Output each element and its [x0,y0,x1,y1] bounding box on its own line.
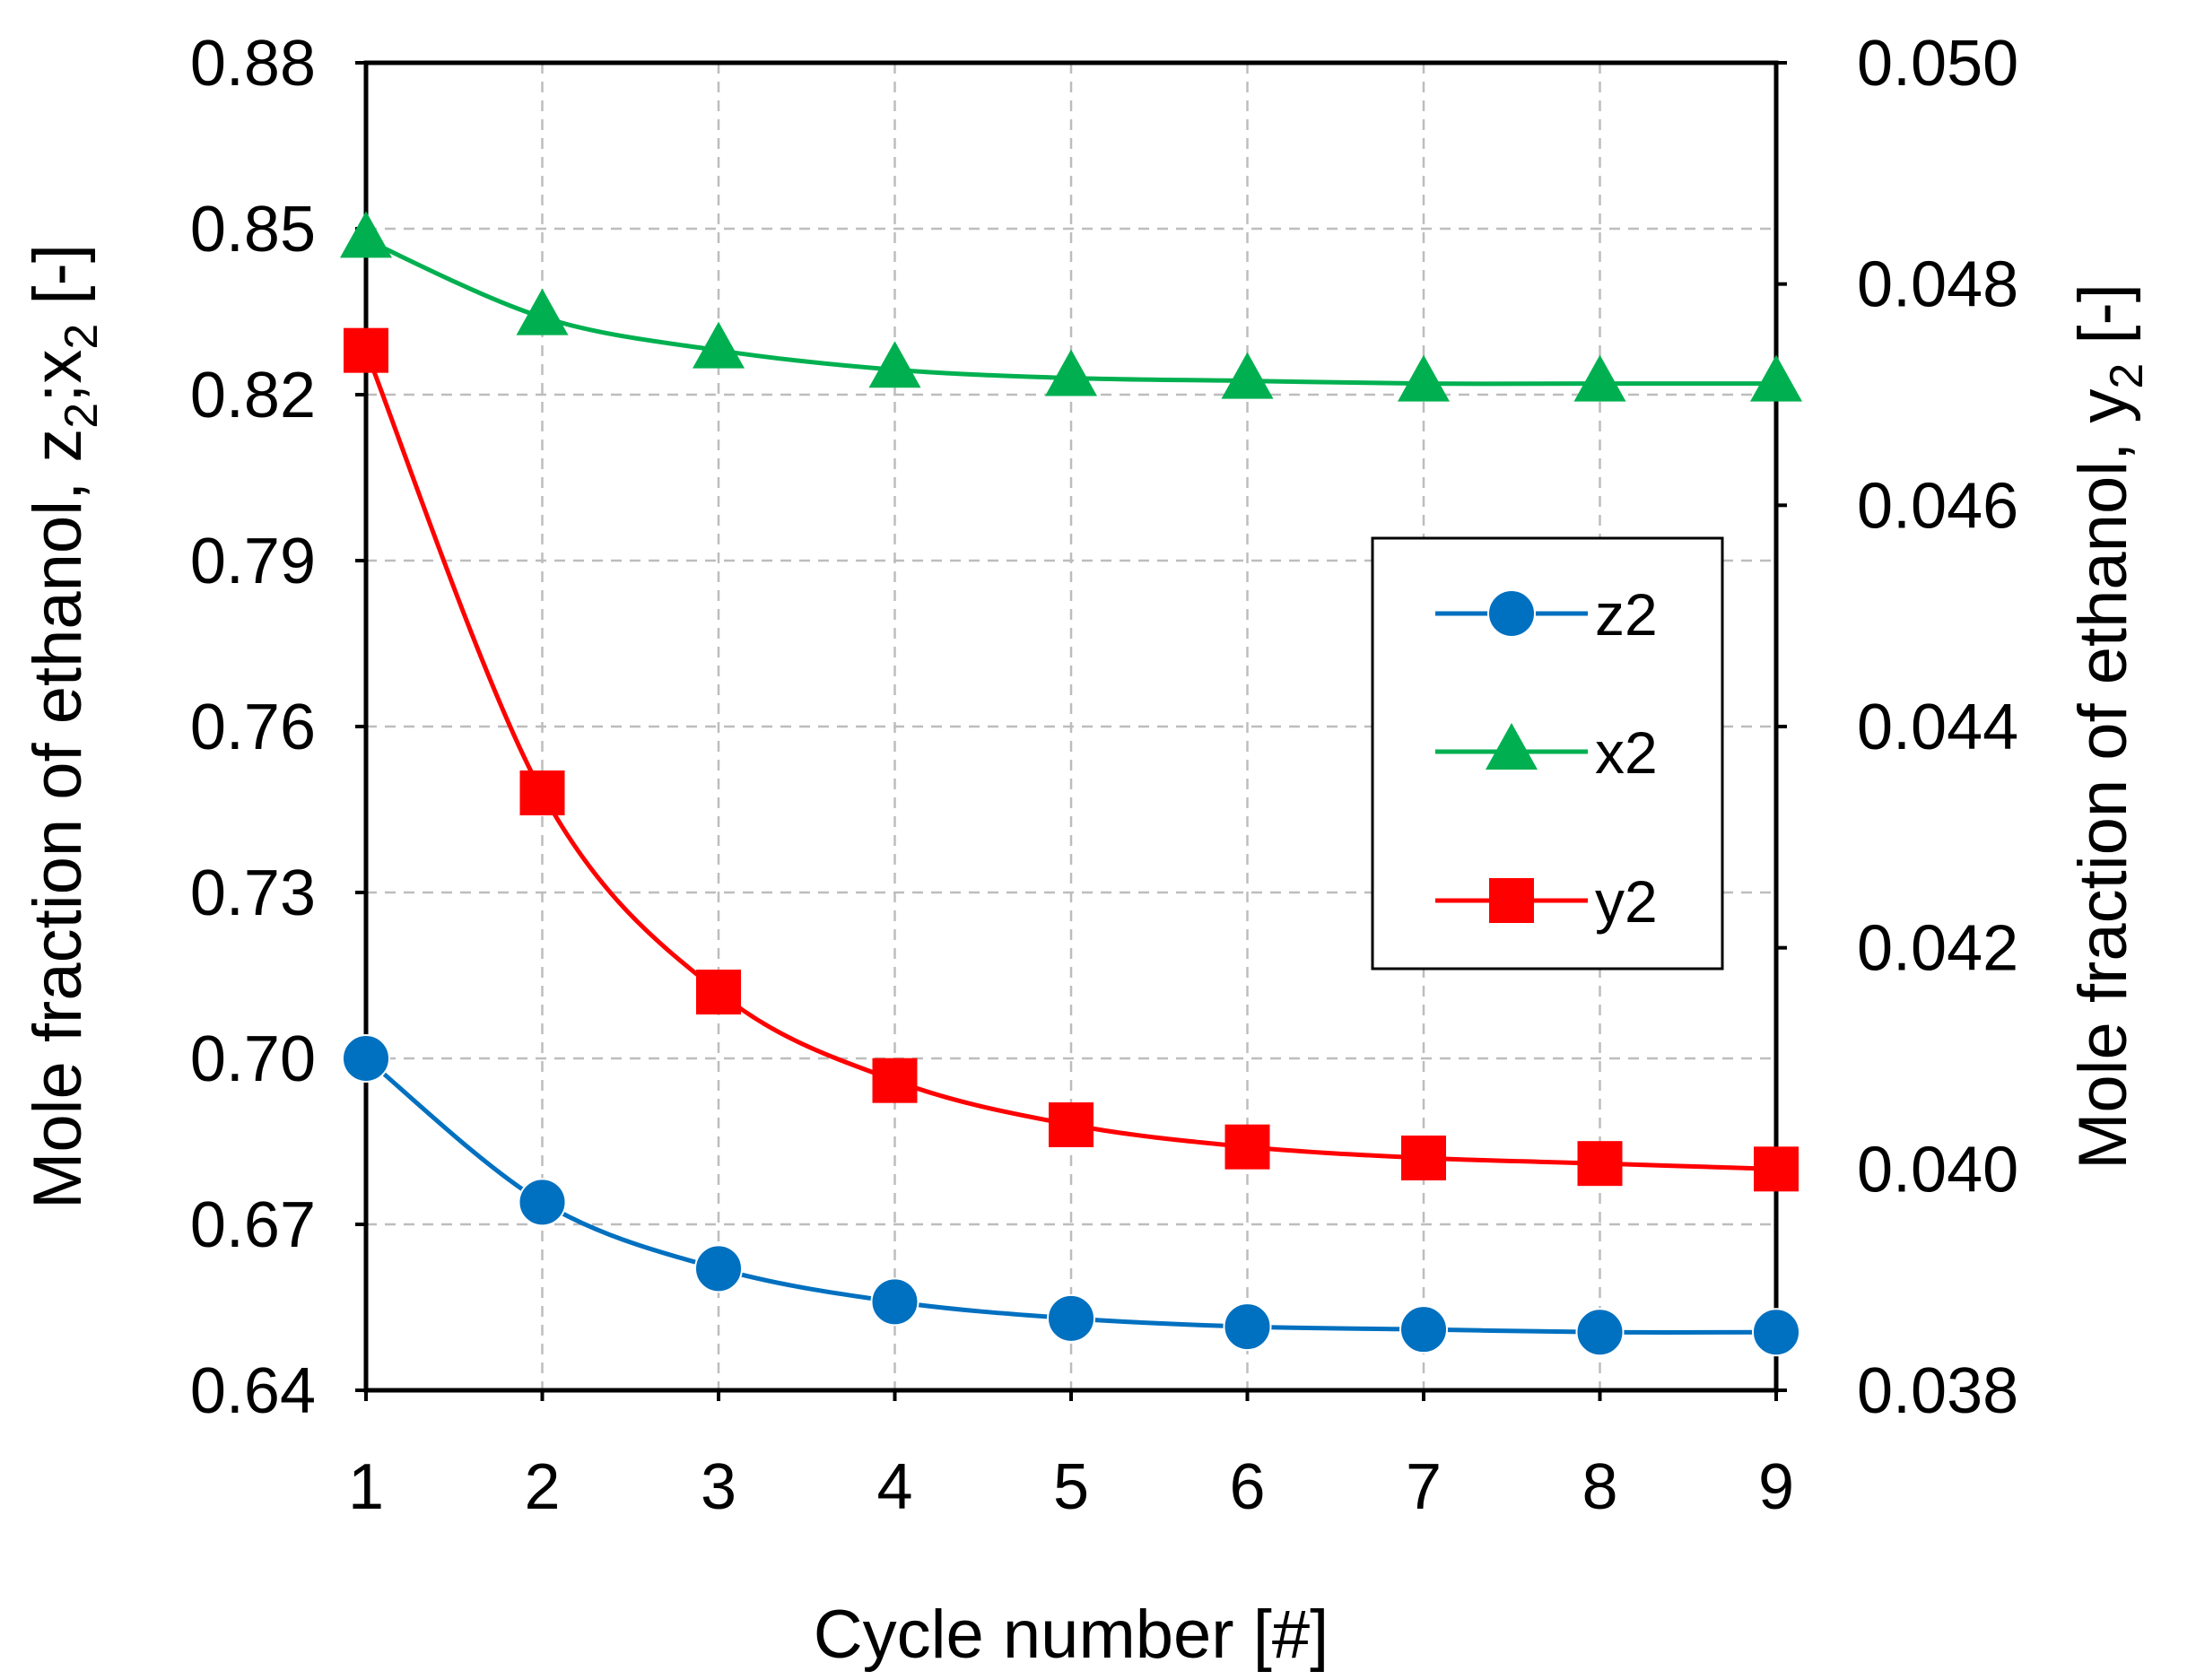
x-tick-label: 3 [701,1451,736,1523]
x-tick-label: 2 [524,1451,560,1523]
data-point-y2 [1754,1146,1799,1192]
legend-marker-x2 [1486,723,1538,770]
y-left-tick-label: 0.70 [190,1023,316,1095]
x-tick-label: 7 [1406,1451,1442,1523]
x-tick-label: 4 [876,1451,912,1523]
x-axis-title: Cycle number [#] [814,1597,1329,1673]
data-point-y2 [1401,1136,1446,1180]
legend: z2 x2 y2 [1371,536,1724,971]
legend-label: y2 [1595,868,1658,935]
y-axis-left-title: Mole fraction of ethanol, z2​;x2​ [-] [20,244,108,1209]
data-point-z2 [1575,1308,1625,1357]
data-point-z2 [870,1277,919,1327]
y-right-tick-label: 0.044 [1857,692,2018,763]
data-point-z2 [1752,1308,1800,1357]
y-left-tick-label: 0.79 [190,526,316,597]
data-point-y2 [344,327,388,373]
data-point-x2 [340,211,392,258]
legend-marker-y2 [1489,878,1534,923]
legend-item-z2: z2 [1435,581,1658,648]
data-point-z2 [1223,1302,1272,1352]
y-left-tick-label: 0.67 [190,1189,316,1261]
x-tick-label: 5 [1053,1451,1089,1523]
x-tick-label: 8 [1582,1451,1617,1523]
data-point-y2 [872,1058,918,1103]
data-point-y2 [1577,1141,1623,1187]
y-left-tick-label: 0.88 [190,28,316,100]
y-left-tick-label: 0.76 [190,692,316,763]
legend-item-y2: y2 [1435,868,1658,935]
data-point-y2 [696,970,741,1014]
data-point-x2 [1573,354,1626,402]
data-point-x2 [1221,352,1274,399]
series-z2 [342,1034,1800,1357]
y-left-tick-label: 0.82 [190,360,316,431]
data-point-z2 [1047,1293,1095,1343]
x-tick-label: 1 [348,1451,384,1523]
data-point-y2 [519,770,565,815]
data-point-z2 [694,1244,743,1293]
y-right-tick-label: 0.048 [1857,249,2018,321]
data-point-z2 [342,1034,390,1083]
data-point-x2 [516,288,569,335]
y-axis-right-title: Mole fraction of ethanol, y2​ [-] [2065,283,2153,1170]
x-tick-label: 9 [1758,1451,1794,1523]
data-point-x2 [693,321,745,369]
data-point-x2 [868,341,921,388]
data-point-y2 [1049,1102,1094,1147]
y-left-tick-label: 0.64 [190,1355,316,1427]
y-right-tick-label: 0.046 [1857,470,2018,542]
y-left-tick-label: 0.73 [190,857,316,929]
data-point-x2 [1045,349,1097,396]
legend-label: z2 [1595,581,1658,648]
x-tick-label: 6 [1229,1451,1265,1523]
data-point-x2 [1750,354,1802,402]
legend-label: x2 [1595,719,1658,786]
y-right-tick-label: 0.050 [1857,28,2018,100]
data-point-x2 [1398,354,1450,402]
legend-marker-z2 [1487,589,1536,638]
series-x2 [340,211,1802,402]
data-point-z2 [518,1178,567,1227]
tick-labels: 1 2 3 4 5 6 7 8 9 0.64 0.67 0.70 0.73 0.76 0.79 0.82 0.8… [190,28,2018,1523]
series-y2 [344,327,1799,1192]
data-point-z2 [1399,1305,1448,1354]
legend-item-x2: x2 [1435,719,1658,786]
series-layer [340,211,1802,1357]
y-left-tick-label: 0.85 [190,194,316,265]
y-right-tick-label: 0.040 [1857,1134,2018,1206]
y-right-tick-label: 0.042 [1857,913,2018,985]
data-point-y2 [1224,1124,1270,1170]
y-right-tick-label: 0.038 [1857,1355,2018,1427]
